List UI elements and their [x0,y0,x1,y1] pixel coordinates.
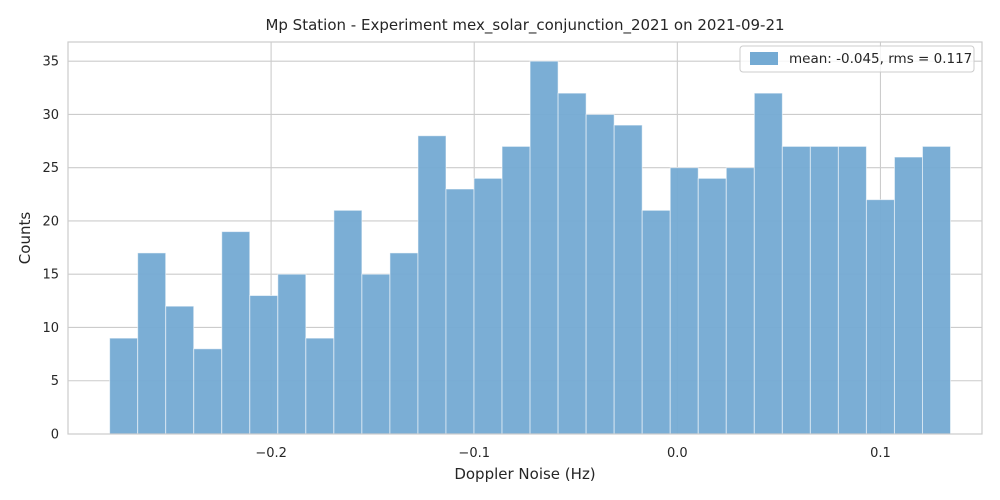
histogram-bar [333,209,363,435]
histogram-bar [697,177,727,435]
histogram-bar [361,273,391,435]
y-axis-title: Counts [16,212,34,265]
histogram-bar [249,295,279,435]
histogram-bar [193,348,223,435]
y-tick-label: 20 [42,214,59,229]
legend: mean: -0.045, rms = 0.117 [739,45,975,73]
legend-swatch [750,52,778,65]
histogram-bar [501,145,531,435]
plot-frame [67,41,983,435]
histogram-bar [921,145,952,435]
histogram-bar [165,305,195,435]
histogram-bar [585,113,615,435]
chart-title: Mp Station - Experiment mex_solar_conjun… [265,16,784,35]
histogram-bar [389,252,419,435]
legend-label: mean: -0.045, rms = 0.117 [789,51,972,67]
x-axis-title: Doppler Noise (Hz) [454,465,595,483]
y-tick-label: 5 [51,374,59,389]
histogram-bar [277,273,307,435]
histogram-bar [557,92,587,435]
x-tick-label: 0.1 [870,446,891,461]
histogram-bar [865,199,895,435]
y-tick-label: 0 [51,428,59,443]
x-axis-ticks: −0.2 −0.1 0.0 0.1 [255,446,890,461]
histogram-bar [809,145,839,435]
histogram-bar [529,60,559,435]
histogram-bar [221,231,251,435]
histogram-bar [305,337,335,435]
histogram-bar [137,252,167,435]
histogram-bar [837,145,867,435]
y-tick-label: 10 [42,321,59,336]
x-tick-label: 0.0 [667,446,688,461]
histogram-bar [613,124,643,435]
x-tick-label: −0.1 [458,446,490,461]
y-tick-label: 25 [42,161,59,176]
histogram-bar [473,177,503,435]
histogram-bar [781,145,811,435]
histogram-bar [893,156,923,435]
histogram-bar [753,92,783,435]
histogram-bar [445,188,475,435]
histogram-bar [725,167,755,435]
plot-area [67,41,983,435]
y-tick-label: 35 [42,55,59,70]
histogram-bar [417,135,447,435]
bars-layer [109,60,952,435]
legend-box [739,45,975,73]
histogram-bar [109,337,139,435]
x-tick-label: −0.2 [255,446,287,461]
histogram-bar [641,209,671,435]
y-tick-label: 15 [42,268,59,283]
histogram-bar [669,167,699,435]
y-tick-label: 30 [42,108,59,123]
y-axis-ticks: 0 5 10 15 20 25 30 35 [42,55,59,443]
